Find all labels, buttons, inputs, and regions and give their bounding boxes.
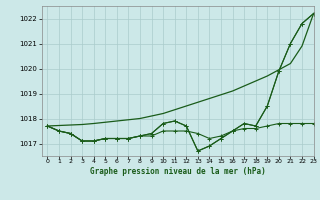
X-axis label: Graphe pression niveau de la mer (hPa): Graphe pression niveau de la mer (hPa) (90, 167, 266, 176)
